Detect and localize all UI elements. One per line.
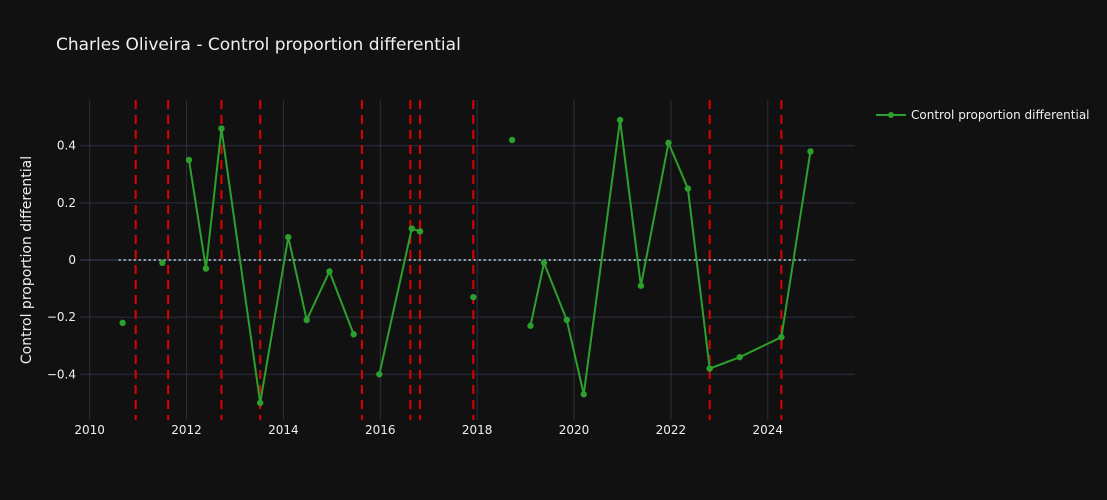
data-point (706, 365, 713, 372)
series-line (378, 227, 421, 375)
data-point (416, 228, 424, 235)
data-point (408, 225, 415, 232)
data-point (736, 353, 743, 361)
x-tick-label: 2020 (559, 423, 590, 437)
data-point (326, 268, 333, 275)
y-axis: −0.4 −0.2 0 0.2 0.4 (47, 139, 76, 382)
data-point (159, 259, 166, 267)
data-point (256, 399, 264, 407)
legend[interactable]: Control proportion differential (876, 108, 1090, 122)
data-point (470, 293, 477, 301)
x-tick-label: 2018 (462, 423, 493, 437)
data-point (580, 391, 587, 398)
y-tick-label: −0.4 (47, 367, 76, 381)
data-point (376, 371, 383, 378)
legend-marker (888, 112, 894, 118)
x-tick-label: 2014 (268, 423, 299, 437)
legend-label: Control proportion differential (911, 108, 1090, 122)
loss-markers (134, 100, 783, 420)
x-axis: 2010 2012 2014 2016 2018 2020 2022 2024 (74, 423, 783, 437)
chart-title: Charles Oliveira - Control proportion di… (56, 35, 461, 55)
y-tick-label: 0.4 (57, 139, 76, 153)
data-point (637, 282, 645, 289)
data-point (527, 322, 534, 329)
data-point (218, 125, 225, 132)
series (119, 116, 814, 407)
data-point (185, 156, 193, 164)
y-tick-label: −0.2 (47, 310, 76, 324)
series-line (187, 128, 355, 404)
x-tick-label: 2024 (753, 423, 784, 437)
x-tick-label: 2012 (171, 423, 202, 437)
y-tick-label: 0.2 (57, 196, 76, 210)
data-point (508, 136, 516, 144)
y-tick-label: 0 (68, 253, 76, 267)
data-point (778, 333, 785, 341)
data-point (202, 265, 210, 272)
data-point (563, 316, 570, 324)
data-point (616, 116, 624, 124)
data-point (540, 259, 548, 267)
data-point (807, 148, 814, 155)
x-tick-label: 2010 (74, 423, 105, 437)
data-point (684, 185, 692, 192)
data-point (350, 331, 357, 338)
data-point (285, 233, 292, 241)
x-tick-label: 2022 (656, 423, 687, 437)
data-point (665, 139, 672, 147)
data-point (303, 316, 310, 324)
x-tick-label: 2016 (365, 423, 396, 437)
series-line (529, 119, 812, 395)
data-point (119, 319, 126, 327)
y-axis-label: Control proportion differential (19, 156, 35, 364)
